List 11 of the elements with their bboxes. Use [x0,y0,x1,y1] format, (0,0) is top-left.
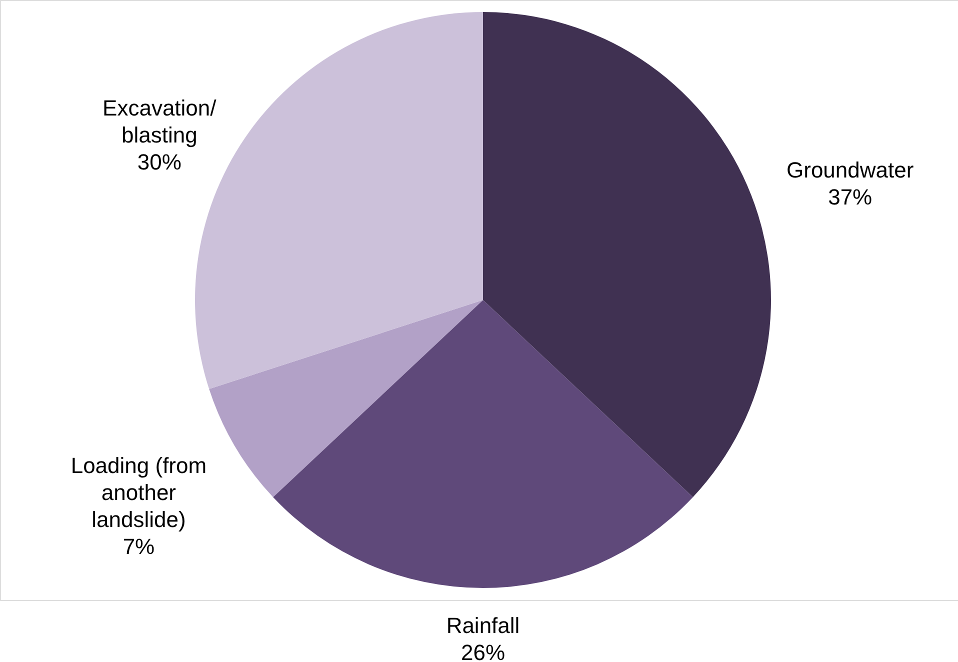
slice-label: Loading (from another landslide) [70,452,207,532]
slice-label: Rainfall [446,613,520,638]
data-label: 7% [122,534,155,559]
data-label: 30% [137,149,182,174]
pie-slice [483,12,771,498]
pie-slice [209,300,483,498]
data-label: 37% [828,184,872,210]
data-label: 26% [460,640,506,662]
slice-label: Groundwater [786,158,914,183]
slice-label: Excavation/ blasting [102,95,218,148]
pie-slice [273,300,693,588]
